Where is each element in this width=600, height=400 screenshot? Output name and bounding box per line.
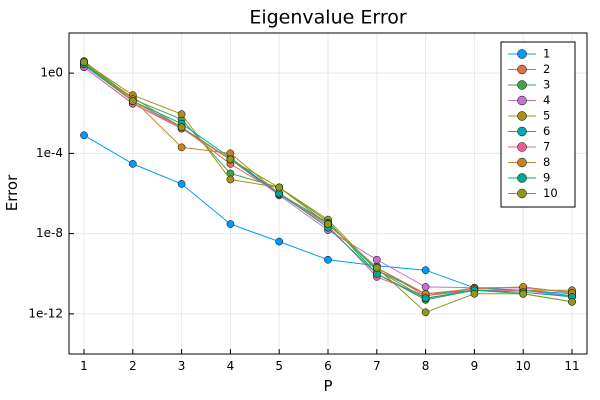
legend-item: 9: [508, 171, 550, 185]
x-tick-label: 4: [227, 359, 235, 373]
x-tick-label: 7: [373, 359, 381, 373]
data-point: [372, 263, 381, 272]
legend-marker: [517, 142, 527, 152]
legend-item: 5: [508, 109, 550, 123]
series-layer: [80, 57, 576, 317]
legend-marker: [517, 80, 527, 90]
legend-label: 6: [543, 124, 550, 138]
legend-label: 10: [543, 186, 558, 200]
y-axis-label: Error: [3, 174, 21, 211]
data-point: [568, 297, 576, 306]
x-tick-label: 8: [422, 359, 430, 373]
legend-item: 7: [508, 140, 550, 154]
legend-marker: [517, 95, 527, 106]
data-point: [177, 143, 186, 152]
data-point: [275, 183, 284, 192]
data-point: [177, 180, 186, 188]
data-point: [177, 110, 186, 119]
series-10: [80, 58, 576, 317]
legend-item: 10: [508, 186, 558, 200]
data-point: [470, 289, 479, 298]
data-point: [177, 123, 186, 132]
legend-item: 4: [508, 93, 550, 107]
legend-marker: [517, 111, 527, 121]
chart-title: Eigenvalue Error: [249, 7, 407, 29]
data-point: [324, 255, 332, 264]
x-tick-label: 2: [129, 359, 137, 373]
x-tick-label: 9: [471, 359, 479, 373]
x-tick-label: 6: [324, 359, 332, 373]
legend-item: 8: [508, 155, 550, 169]
legend-label: 9: [543, 171, 550, 185]
legend-label: 8: [543, 155, 550, 169]
data-point: [421, 308, 430, 317]
x-tick-label: 10: [516, 359, 531, 373]
legend-label: 2: [543, 62, 550, 76]
data-point: [421, 283, 430, 291]
data-point: [226, 155, 235, 164]
data-point: [324, 220, 332, 228]
x-tick-label: 5: [275, 359, 283, 373]
legend-marker: [517, 173, 527, 183]
legend: 12 34 56 78 910: [500, 41, 576, 208]
legend-marker: [517, 188, 527, 199]
x-axis-label: P: [323, 377, 332, 395]
legend-box: [500, 41, 576, 208]
legend-label: 7: [543, 140, 550, 154]
data-point: [421, 266, 430, 275]
data-point: [80, 131, 88, 140]
x-tick-label: 1: [80, 359, 88, 373]
data-point: [80, 58, 88, 67]
y-tick-label: 1e-4: [36, 146, 63, 160]
data-point: [372, 255, 381, 264]
legend-label: 4: [543, 93, 550, 107]
y-tick-label: 1e0: [40, 66, 63, 80]
data-point: [421, 294, 430, 303]
legend-marker: [517, 126, 527, 137]
x-tick-label: 3: [178, 359, 186, 373]
data-point: [519, 289, 528, 298]
legend-item: 1: [508, 47, 550, 61]
legend-marker: [517, 49, 527, 59]
legend-marker: [517, 157, 527, 168]
data-point: [275, 237, 284, 246]
legend-label: 1: [543, 47, 550, 61]
data-point: [128, 97, 137, 106]
y-tick-label: 1e-8: [36, 226, 63, 240]
legend-item: 2: [508, 62, 550, 76]
legend-item: 3: [508, 78, 550, 92]
x-tick-label: 11: [564, 359, 579, 373]
data-point: [226, 220, 235, 228]
legend-label: 5: [543, 109, 550, 123]
data-point: [128, 160, 137, 168]
legend-label: 3: [543, 78, 550, 92]
y-tick-label: 1e-12: [28, 306, 63, 320]
legend-marker: [517, 64, 527, 75]
data-point: [226, 175, 235, 184]
legend-item: 6: [508, 124, 550, 138]
